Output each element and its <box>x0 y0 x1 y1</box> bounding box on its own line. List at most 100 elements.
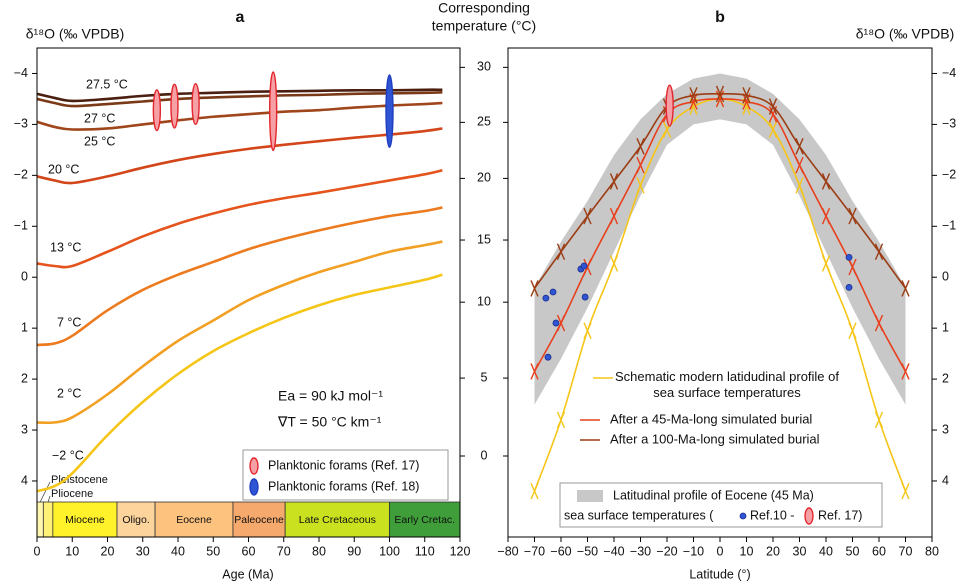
y-tick-label: 4 <box>942 473 949 487</box>
x-tick-label: 10 <box>65 544 79 558</box>
x-marker <box>636 177 645 194</box>
x-tick-label: 110 <box>415 544 435 558</box>
y2-axis-title: Corresponding <box>438 0 530 16</box>
x-tick-label: 60 <box>872 544 886 558</box>
x-tick-label: 100 <box>379 544 400 558</box>
epoch <box>284 501 390 538</box>
x-marker <box>901 280 910 297</box>
legend-swatch <box>249 457 259 475</box>
x-tick-label: 60 <box>242 544 256 558</box>
curve-label: 20 °C <box>48 162 79 176</box>
x-marker <box>636 138 645 155</box>
curve-label: 7 °C <box>57 315 81 329</box>
x-marker <box>874 314 884 332</box>
legend-label: Planktonic forams (Ref. 18) <box>268 479 419 493</box>
panel-letter: b <box>715 9 725 26</box>
proxy-ellipse <box>170 83 179 129</box>
legend-label: Ref. 17) <box>818 508 862 522</box>
epoch-label: Eocene <box>176 514 212 526</box>
x-tick-label: 20 <box>766 544 780 558</box>
curve <box>36 168 443 269</box>
y2-tick-label: 15 <box>477 232 491 246</box>
scatter-point <box>845 253 853 261</box>
x-marker <box>583 258 592 276</box>
x-marker <box>768 121 778 138</box>
panel-letter: a <box>236 9 245 26</box>
y-tick-label: 4 <box>21 473 28 487</box>
x-tick-label: 40 <box>171 544 185 558</box>
band <box>534 73 906 405</box>
x-marker <box>556 243 566 261</box>
epoch-label: Miocene <box>65 514 105 526</box>
y-tick-label: −3 <box>14 117 28 131</box>
epoch-label: Oligo. <box>122 514 149 526</box>
y-tick-label: 0 <box>21 270 28 284</box>
x-marker <box>848 258 857 276</box>
curve <box>36 206 443 347</box>
x-marker <box>530 482 539 500</box>
legend-label: Latitudinal profile of Eocene (45 Ma) <box>613 488 814 502</box>
x-tick-label: −80 <box>497 544 518 558</box>
x-marker <box>530 280 539 297</box>
y-tick-label: −2 <box>14 168 28 182</box>
x-tick-label: −60 <box>550 544 571 558</box>
y-tick-label: 3 <box>21 422 28 436</box>
y2-tick-label: 0 <box>481 448 488 462</box>
x-axis-title: Latitude (°) <box>689 567 750 581</box>
x-axis-title: Age (Ma) <box>222 567 273 581</box>
x-tick-label: 80 <box>925 544 939 558</box>
y-tick-label: −2 <box>942 168 956 182</box>
curve-label: 25 °C <box>84 134 115 148</box>
y-tick-label: −4 <box>14 66 28 80</box>
y-tick-label: −1 <box>942 219 956 233</box>
x-tick-label: −10 <box>683 544 704 558</box>
legend-label: Ref.10 - <box>750 508 794 522</box>
x-tick-label: 0 <box>34 544 41 558</box>
leader-line <box>39 481 51 503</box>
legend-swatch <box>249 478 259 496</box>
x-marker <box>848 322 857 339</box>
epoch-label: Pliocene <box>51 488 93 500</box>
x-marker <box>848 207 857 225</box>
legend-label: After a 100-Ma-long simulated burial <box>610 431 820 446</box>
x-tick-label: −30 <box>630 544 651 558</box>
x-tick-label: 50 <box>846 544 860 558</box>
epoch <box>154 501 234 538</box>
y-tick-label: −3 <box>942 117 956 131</box>
x-marker <box>742 87 751 104</box>
scatter-point <box>549 288 557 296</box>
proxy-ellipse <box>152 89 162 132</box>
curve-label: 13 °C <box>50 240 81 254</box>
epoch <box>389 501 461 538</box>
legend-label-box: Schematic modern latidudinal profile of … <box>615 369 839 400</box>
proxy-ellipse <box>665 84 674 127</box>
epoch-label: Pleistocene <box>51 474 108 486</box>
epoch-label: Late Cretaceous <box>299 514 376 526</box>
y2-tick-label: 25 <box>477 115 491 129</box>
x-marker <box>874 243 884 261</box>
leader-line <box>47 495 51 503</box>
curve-label: 27 °C <box>84 111 115 125</box>
y2-tick-label: 5 <box>481 370 488 384</box>
scatter-point <box>845 284 853 291</box>
y-axis-title: δ¹⁸O (‰ VPDB) <box>856 26 954 42</box>
legend-label: After a 45-Ma-long simulated burial <box>610 411 812 426</box>
x-marker <box>609 207 619 225</box>
proxy-ellipse <box>268 71 278 152</box>
y-tick-label: 2 <box>21 371 28 385</box>
annotation: ∇T = 50 °C km⁻¹ <box>277 414 382 430</box>
legend-label: sea surface temperatures ( <box>564 508 714 522</box>
x-marker <box>583 207 592 225</box>
scatter-point <box>580 262 588 270</box>
x-marker <box>609 173 619 190</box>
y-tick-label: −4 <box>942 66 956 80</box>
epoch-label: Paleocene <box>234 514 284 526</box>
y2-tick-label: 10 <box>477 294 491 308</box>
x-tick-label: 50 <box>206 544 220 558</box>
scatter-point <box>581 293 589 301</box>
legend-box <box>242 449 449 501</box>
epoch <box>232 501 286 538</box>
x-tick-label: −50 <box>577 544 598 558</box>
epoch-label: Early Cretac. <box>394 514 455 526</box>
